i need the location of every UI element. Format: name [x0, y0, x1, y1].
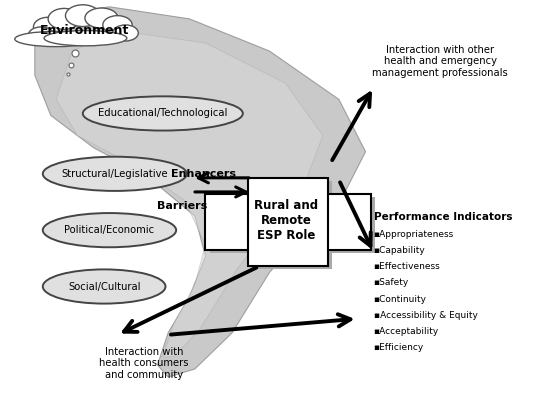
Text: ▪Efficiency: ▪Efficiency: [374, 343, 424, 352]
Text: Barriers: Barriers: [157, 201, 208, 211]
Ellipse shape: [33, 17, 63, 37]
Text: Performance Indicators: Performance Indicators: [374, 212, 512, 222]
Ellipse shape: [85, 8, 118, 28]
Ellipse shape: [43, 213, 176, 247]
Text: Rural and
Remote
ESP Role: Rural and Remote ESP Role: [254, 199, 318, 242]
Ellipse shape: [113, 25, 138, 41]
Ellipse shape: [28, 27, 54, 43]
Text: Educational/Technological: Educational/Technological: [98, 109, 227, 118]
Text: ▪Accessibility & Equity: ▪Accessibility & Equity: [374, 310, 477, 319]
Text: Environment: Environment: [39, 24, 129, 37]
Text: ▪Appropriateness: ▪Appropriateness: [374, 230, 454, 239]
Ellipse shape: [43, 269, 165, 304]
Bar: [210, 197, 375, 253]
Text: Interaction with other
health and emergency
management professionals: Interaction with other health and emerge…: [372, 44, 508, 78]
Text: Structural/Legislative: Structural/Legislative: [61, 169, 168, 179]
Ellipse shape: [15, 31, 98, 47]
Text: Political/Economic: Political/Economic: [65, 225, 155, 235]
Ellipse shape: [83, 96, 243, 131]
Ellipse shape: [103, 16, 132, 34]
Text: ▪Acceptability: ▪Acceptability: [374, 327, 439, 336]
Text: Social/Cultural: Social/Cultural: [68, 282, 140, 291]
Polygon shape: [35, 7, 366, 377]
Ellipse shape: [48, 9, 80, 29]
Ellipse shape: [65, 5, 100, 27]
Ellipse shape: [44, 31, 127, 46]
Text: ▪Capability: ▪Capability: [374, 246, 425, 255]
Ellipse shape: [43, 157, 187, 191]
Bar: [206, 194, 371, 250]
Bar: [248, 178, 328, 266]
Text: Enhancers: Enhancers: [171, 169, 236, 179]
Polygon shape: [56, 31, 323, 357]
Text: ▪Safety: ▪Safety: [374, 278, 409, 288]
Text: ▪Continuity: ▪Continuity: [374, 295, 426, 304]
Text: ▪Effectiveness: ▪Effectiveness: [374, 262, 440, 271]
Bar: [253, 182, 332, 269]
Text: Interaction with
health consumers
and community: Interaction with health consumers and co…: [99, 347, 189, 380]
